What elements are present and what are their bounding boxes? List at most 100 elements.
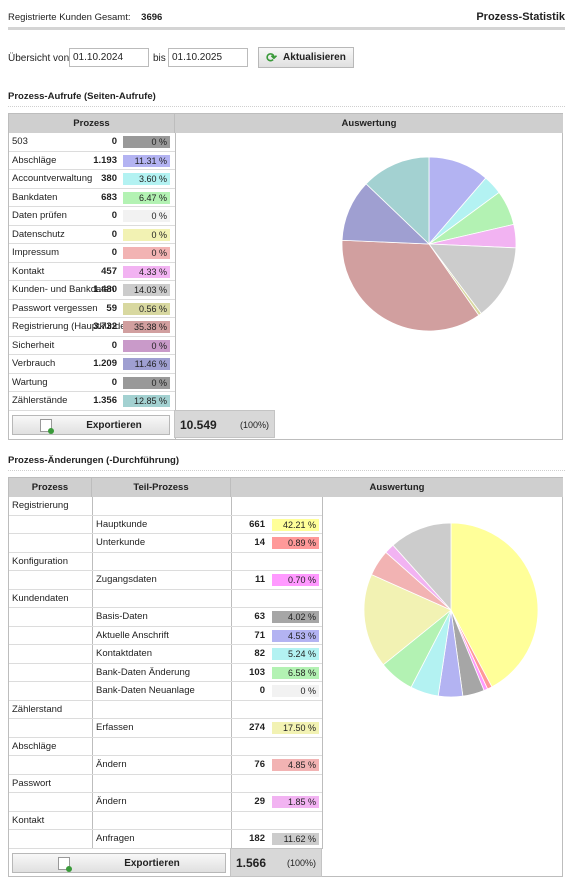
subprocess-count: 82 [254,648,265,659]
export-button-process-changes[interactable]: Exportieren [12,853,226,873]
process-count: 683 [101,191,117,203]
process-name: Bankdaten [12,191,58,203]
subprocess-name: Bank-Daten Neuanlage [96,685,195,696]
table-row: Hauptkunde 661 42.21 % [9,516,322,534]
process-count: 0 [111,136,117,147]
process-count: 0 [111,247,117,258]
process-count: 1.193 [93,154,117,166]
table-row: Aktuelle Anschrift 71 4.53 % [9,627,322,645]
total-percent: (100%) [239,420,269,430]
subprocess-percent: 0.89 % [272,537,319,549]
process-changes-total: 1.566 (100%) [230,848,322,877]
table-row: Wartung 0 0 % [9,374,175,392]
section-title-process-changes: Prozess-Änderungen (-Durchführung) [8,455,565,471]
table-row: Impressum 0 0 % [9,244,175,263]
process-percent: 35.38 % [123,321,170,333]
subprocess-name: Aktuelle Anschrift [96,629,169,641]
subprocess-percent: 5.24 % [272,648,319,660]
column-divider [322,497,323,849]
subprocess-percent: 4.85 % [272,759,319,771]
table-row: Bank-Daten Neuanlage 0 0 % [9,682,322,701]
process-count: 457 [101,265,117,277]
column-header-evaluation: Auswertung [175,114,563,133]
subprocess-name: Unterkunde [96,537,146,548]
customer-total: Registrierte Kunden Gesamt: 3696 [8,12,162,23]
page-calls-table: Prozess Auswertung 503 0 0 % Abschläge 1.193… [8,113,563,440]
group-row: Kundendaten [9,590,322,608]
subprocess-name: Bank-Daten Änderung [96,666,191,678]
subprocess-percent: 4.02 % [272,611,319,623]
table-row: Sicherheit 0 0 % [9,337,175,355]
table-row: Bankdaten 683 6.47 % [9,189,175,207]
process-percent: 6.47 % [123,191,170,204]
subprocess-count: 63 [254,611,265,622]
table-row: Registrierung (Hauptkunde) 3.732 35.38 % [9,318,175,337]
group-row: Registrierung [9,497,322,516]
subprocess-name: Basis-Daten [96,611,148,622]
process-name: Kontakt [12,265,45,277]
table-row: Kunden- und Bankdaten 1.480 14.03 % [9,281,175,300]
process-name: Wartung [12,376,48,388]
subprocess-percent: 1.85 % [272,796,319,808]
subprocess-name: Ändern [96,759,127,770]
subprocess-percent: 4.53 % [272,629,319,642]
column-header-process: Prozess [9,478,92,497]
process-group-name: Kontakt [12,814,45,826]
process-group-name: Registrierung [12,500,69,511]
process-percent: 14.03 % [123,284,170,296]
process-name: Abschläge [12,154,57,166]
subprocess-count: 274 [249,722,265,733]
subprocess-count: 71 [254,629,265,641]
subprocess-count: 29 [254,796,265,807]
group-row: Kontakt [9,812,322,830]
export-icon [58,856,73,872]
process-name: Kunden- und Bankdaten [12,284,115,295]
process-percent: 0 % [123,247,170,259]
to-label: bis [153,53,166,64]
process-percent: 0.56 % [123,302,170,315]
subprocess-percent: 17.50 % [272,722,319,734]
process-percent: 0 % [123,210,170,222]
column-divider [175,133,176,440]
process-count: 1.356 [93,395,117,406]
subprocess-count: 661 [249,518,265,530]
column-header-evaluation: Auswertung [231,478,563,497]
subprocess-percent: 0.70 % [272,574,319,586]
process-name: 503 [12,136,28,147]
process-count: 0 [111,210,117,221]
process-changes-table: Prozess Teil-Prozess Auswertung Registri… [8,477,563,877]
pie-slice [450,522,539,688]
process-name: Passwort vergessen [12,302,98,314]
group-row: Passwort [9,775,322,793]
subprocess-percent: 0 % [272,685,319,697]
top-bar: Registrierte Kunden Gesamt: 3696 Prozess… [8,6,565,30]
process-count: 380 [101,173,117,184]
table-row: Datenschutz 0 0 % [9,226,175,244]
process-count: 1.480 [93,284,117,295]
subprocess-count: 11 [254,574,265,585]
subprocess-name: Erfassen [96,722,134,733]
table-row: Zählerstände 1.356 12.85 % [9,392,175,411]
process-percent: 0 % [123,339,170,352]
table-row: Verbrauch 1.209 11.46 % [9,355,175,374]
process-percent: 4.33 % [123,265,170,278]
table-row: Anfragen 182 11.62 % [9,830,322,849]
subprocess-name: Hauptkunde [96,518,148,530]
to-date-input[interactable] [168,48,248,67]
export-button-page-calls[interactable]: Exportieren [12,415,170,435]
refresh-button[interactable]: ⟳ Aktualisieren [258,47,354,68]
subprocess-count: 182 [249,833,265,844]
export-icon [40,418,55,434]
export-button-label: Exportieren [86,419,142,431]
pie-slice [341,239,480,332]
table-row: Passwort vergessen 59 0.56 % [9,300,175,318]
process-count: 0 [111,339,117,351]
process-percent: 11.31 % [123,154,170,167]
process-count: 0 [111,228,117,240]
page-calls-total: 10.549 (100%) [174,410,275,438]
pie-slice [428,243,517,315]
table-row: Erfassen 274 17.50 % [9,719,322,738]
process-percent: 0 % [123,376,170,389]
from-date-input[interactable] [69,48,149,67]
table-row: 503 0 0 % [9,133,175,152]
